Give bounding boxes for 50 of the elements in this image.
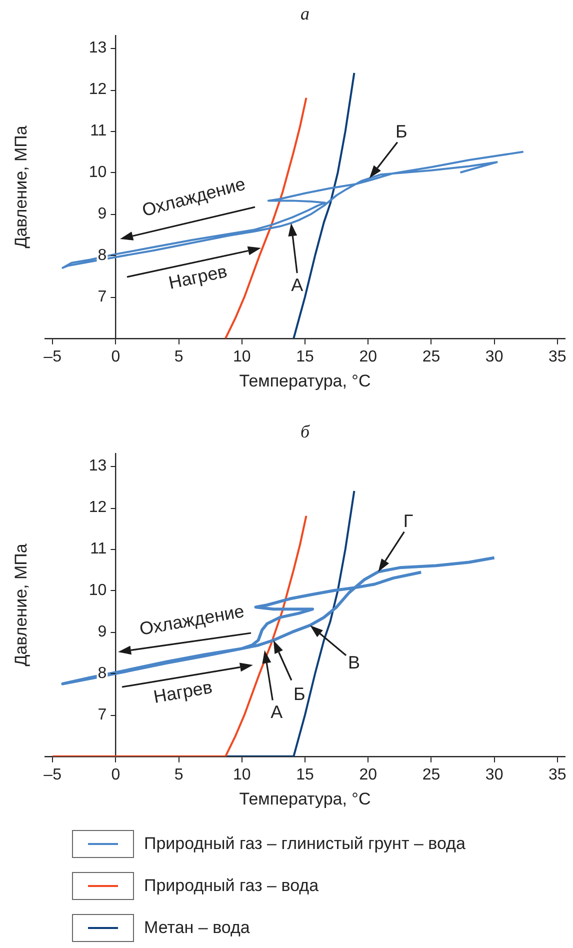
annotation: Б — [294, 684, 306, 704]
annotation: А — [270, 702, 283, 722]
x-axis-title: Температура, °C — [239, 371, 371, 390]
chart-title: а — [300, 4, 310, 24]
y-tick-label: 8 — [98, 246, 107, 264]
y-tick-label: 7 — [98, 288, 107, 306]
x-tick-label: 20 — [359, 348, 378, 366]
x-axis-title: Температура, °C — [239, 789, 371, 808]
legend-label: Метан – вода — [144, 918, 250, 938]
annotation: Охлаждение — [138, 600, 246, 640]
y-tick-label: 10 — [88, 582, 107, 599]
annotation: Г — [403, 510, 414, 531]
x-tick-label: 30 — [485, 766, 504, 784]
x-tick-label: –5 — [44, 348, 62, 366]
y-tick-label: 9 — [98, 623, 107, 640]
y-tick-label: 12 — [88, 80, 107, 98]
x-tick-label: 0 — [111, 348, 120, 366]
y-tick-label: 12 — [88, 498, 107, 516]
x-tick-label: 15 — [296, 766, 314, 784]
legend-label: Природный газ – глинистый грунт – вода — [144, 834, 466, 854]
annotation: Нагрев — [152, 677, 214, 707]
x-tick-label: 5 — [174, 348, 184, 366]
y-tick-label: 9 — [98, 205, 107, 222]
y-tick-label: 8 — [98, 664, 107, 682]
legend-label: Природный газ – вода — [144, 876, 319, 896]
x-tick-label: 10 — [232, 348, 251, 366]
x-tick-label: 15 — [296, 348, 314, 366]
x-tick-label: 0 — [111, 766, 120, 784]
y-tick-label: 7 — [98, 706, 107, 724]
x-tick-label: 10 — [232, 766, 251, 784]
y-axis-title: Давление, МПа — [12, 543, 31, 666]
annotation: Б — [395, 121, 408, 142]
x-tick-label: 25 — [422, 348, 440, 366]
y-tick-label: 11 — [90, 540, 107, 558]
y-tick-label: 11 — [90, 122, 107, 140]
y-tick-label: 10 — [88, 164, 107, 181]
x-tick-label: 5 — [174, 766, 184, 784]
x-tick-label: –5 — [44, 766, 62, 784]
x-tick-label: 20 — [359, 766, 378, 784]
annotation: Нагрев — [166, 261, 229, 293]
x-tick-label: 35 — [548, 766, 566, 784]
annotation: А — [291, 275, 304, 296]
x-tick-label: 30 — [485, 348, 504, 366]
y-axis-title: Давление, МПа — [12, 125, 31, 248]
chart-title: б — [300, 422, 310, 442]
y-tick-label: 13 — [88, 39, 107, 56]
annotation: В — [348, 652, 360, 672]
y-tick-label: 13 — [88, 457, 107, 474]
x-tick-label: 25 — [422, 766, 440, 784]
x-tick-label: 35 — [548, 348, 566, 366]
